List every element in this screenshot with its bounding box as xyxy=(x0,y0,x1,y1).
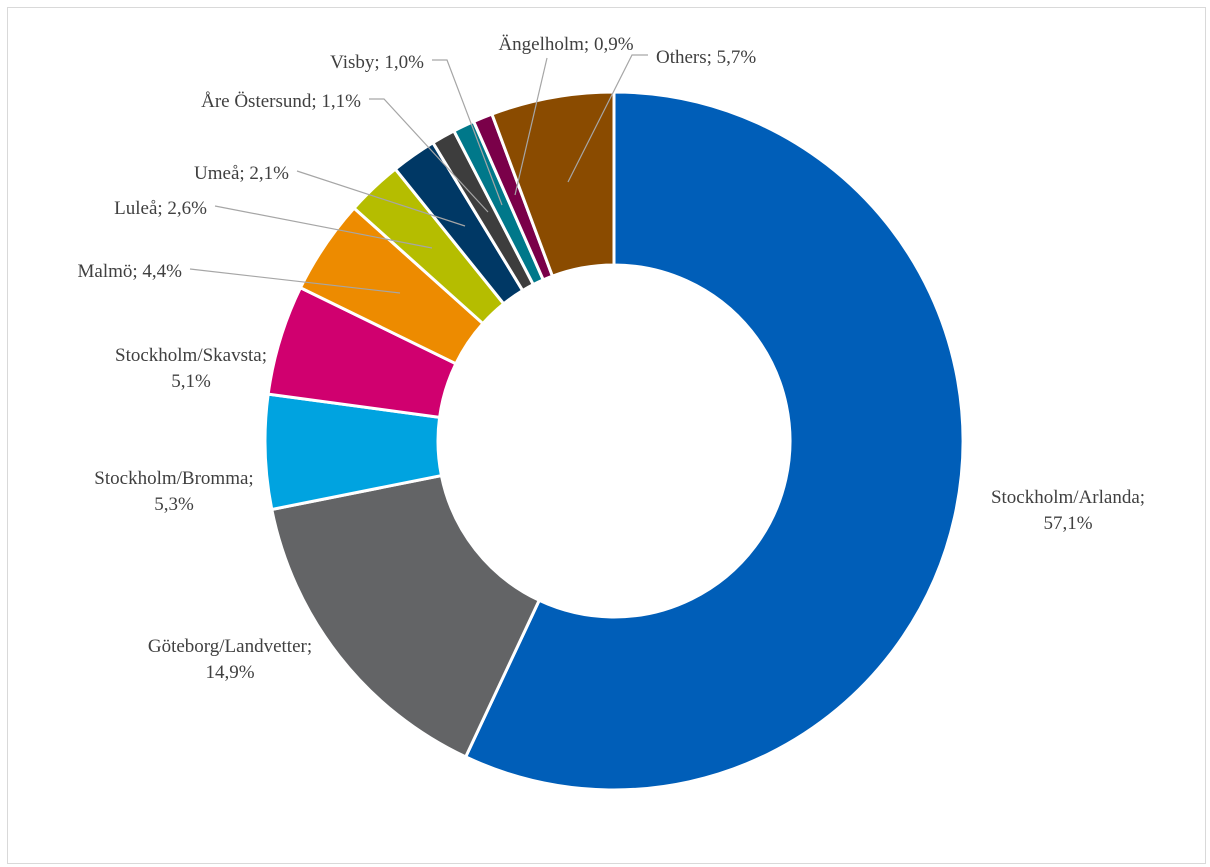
data-label-visby: Visby; 1,0% xyxy=(330,52,424,73)
data-label-stockholm-arlanda: Stockholm/Arlanda; 57,1% xyxy=(991,487,1145,534)
leader-line-others xyxy=(567,54,648,183)
data-label-others: Others; 5,7% xyxy=(656,47,756,68)
data-label-stockholm-skavsta: Stockholm/Skavsta; 5,1% xyxy=(115,345,267,392)
leader-line-visby xyxy=(432,59,503,206)
leader-line-angelholm xyxy=(514,57,548,196)
leader-line-umea xyxy=(296,170,466,227)
data-label-goteborg-landvetter: Göteborg/Landvetter; 14,9% xyxy=(148,636,312,683)
data-label-stockholm-bromma: Stockholm/Bromma; 5,3% xyxy=(94,468,253,515)
leader-line-are-ostersund xyxy=(369,98,489,213)
data-label-angelholm: Ängelholm; 0,9% xyxy=(498,34,633,55)
slice-goteborg-landvetter xyxy=(270,473,542,759)
leader-line-lulea xyxy=(214,205,433,249)
slice-stockholm-arlanda xyxy=(463,90,965,792)
data-label-umea: Umeå; 2,1% xyxy=(194,163,289,184)
data-label-lulea: Luleå; 2,6% xyxy=(114,198,207,219)
leader-line-malmo xyxy=(189,268,401,294)
data-label-are-ostersund: Åre Östersund; 1,1% xyxy=(201,91,361,112)
leader-lines-layer xyxy=(189,54,648,294)
data-labels-layer: Stockholm/Arlanda; 57,1% Göteborg/Landvett… xyxy=(78,34,1146,683)
data-label-malmo: Malmö; 4,4% xyxy=(78,261,183,282)
slices-layer xyxy=(263,90,965,792)
